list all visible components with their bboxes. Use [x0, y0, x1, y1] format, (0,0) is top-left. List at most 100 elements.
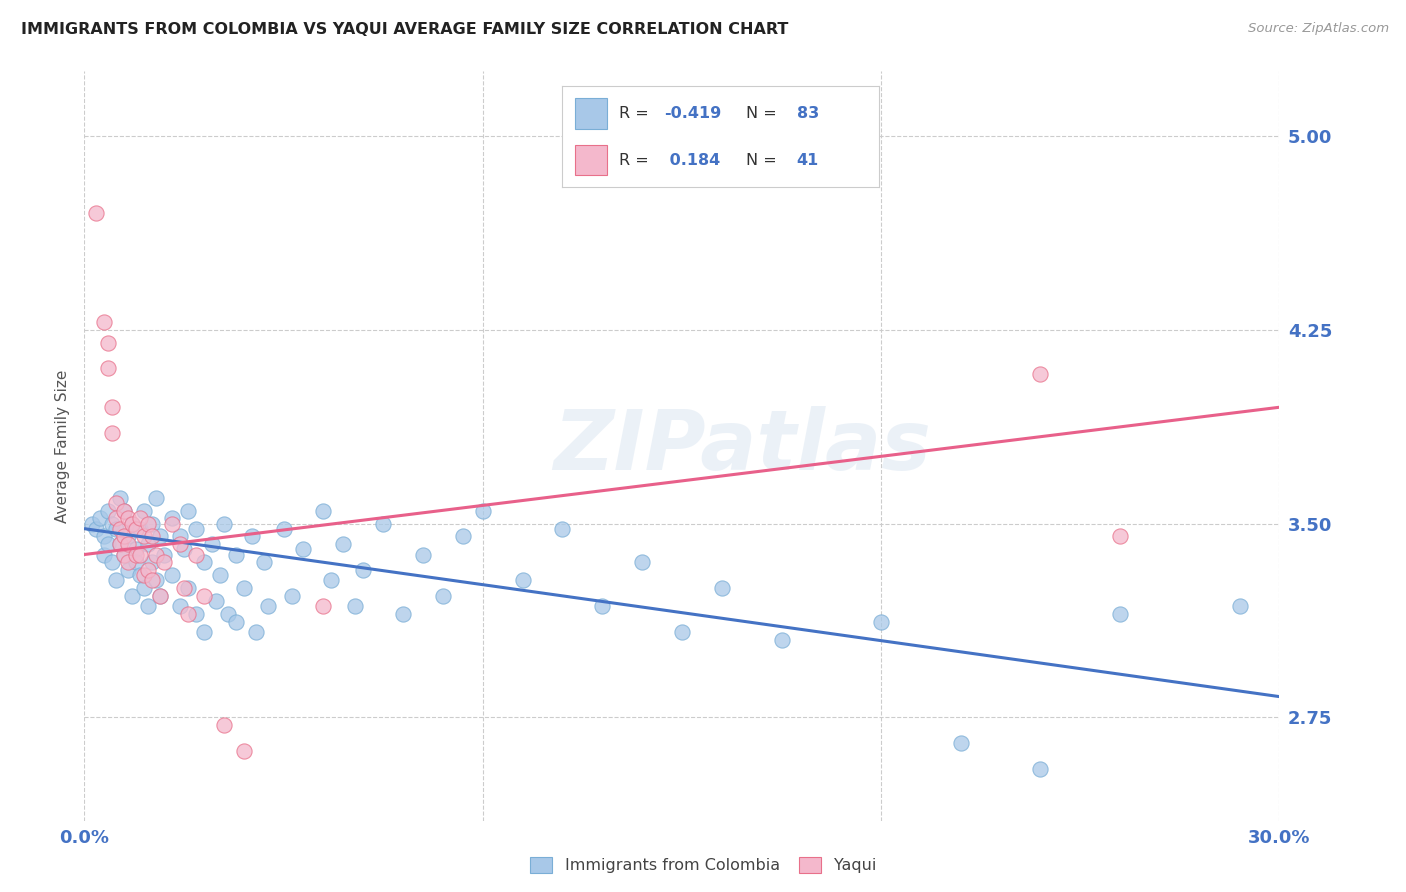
- Point: [136, 537, 159, 551]
- Point: [245, 625, 267, 640]
- Point: [145, 548, 167, 562]
- Point: [217, 607, 239, 621]
- Point: [97, 335, 120, 350]
- Point: [169, 599, 191, 614]
- Point: [160, 568, 183, 582]
- Point: [132, 529, 156, 543]
- Point: [212, 516, 235, 531]
- Point: [132, 568, 156, 582]
- Point: [710, 581, 733, 595]
- Point: [101, 555, 124, 569]
- Point: [93, 529, 115, 543]
- Point: [93, 315, 115, 329]
- Point: [112, 548, 135, 562]
- Point: [129, 548, 152, 562]
- Point: [112, 529, 135, 543]
- Point: [184, 522, 207, 536]
- Point: [149, 589, 172, 603]
- Point: [117, 563, 139, 577]
- Point: [160, 511, 183, 525]
- Point: [97, 503, 120, 517]
- Point: [1109, 607, 1132, 621]
- Point: [86, 206, 108, 220]
- Point: [512, 574, 534, 588]
- Point: [173, 581, 195, 595]
- Point: [352, 563, 374, 577]
- Point: [631, 555, 654, 569]
- Point: [208, 568, 231, 582]
- Point: [392, 607, 415, 621]
- Point: [101, 426, 124, 441]
- Point: [169, 529, 191, 543]
- Point: [770, 632, 793, 647]
- Point: [432, 589, 454, 603]
- Point: [153, 555, 176, 569]
- Point: [129, 522, 152, 536]
- Point: [232, 581, 254, 595]
- Point: [344, 599, 367, 614]
- Point: [149, 589, 172, 603]
- Point: [129, 511, 152, 525]
- Point: [82, 516, 104, 531]
- Point: [112, 503, 135, 517]
- Point: [136, 599, 159, 614]
- Point: [117, 511, 139, 525]
- Point: [225, 615, 247, 629]
- Point: [1109, 529, 1132, 543]
- Point: [471, 503, 494, 517]
- Point: [193, 555, 215, 569]
- Point: [93, 548, 115, 562]
- Point: [89, 511, 111, 525]
- Point: [117, 529, 139, 543]
- Point: [591, 599, 613, 614]
- Point: [312, 599, 335, 614]
- Point: [110, 491, 132, 505]
- Point: [105, 574, 128, 588]
- Point: [117, 555, 139, 569]
- Point: [373, 516, 395, 531]
- Point: [121, 516, 143, 531]
- Point: [1029, 762, 1052, 776]
- Point: [160, 516, 183, 531]
- Point: [136, 563, 159, 577]
- Point: [97, 537, 120, 551]
- Point: [149, 529, 172, 543]
- Point: [97, 361, 120, 376]
- Point: [177, 581, 200, 595]
- Point: [312, 503, 335, 517]
- Point: [125, 548, 148, 562]
- Point: [205, 594, 228, 608]
- Point: [145, 574, 167, 588]
- Point: [121, 516, 143, 531]
- Point: [321, 574, 343, 588]
- Point: [671, 625, 693, 640]
- Point: [121, 589, 143, 603]
- Point: [101, 516, 124, 531]
- Point: [193, 589, 215, 603]
- Point: [551, 522, 574, 536]
- Text: IMMIGRANTS FROM COLOMBIA VS YAQUI AVERAGE FAMILY SIZE CORRELATION CHART: IMMIGRANTS FROM COLOMBIA VS YAQUI AVERAG…: [21, 22, 789, 37]
- Point: [273, 522, 295, 536]
- Point: [101, 401, 124, 415]
- Point: [225, 548, 247, 562]
- Point: [1229, 599, 1251, 614]
- Point: [949, 736, 972, 750]
- Y-axis label: Average Family Size: Average Family Size: [55, 369, 70, 523]
- Point: [451, 529, 474, 543]
- Point: [177, 503, 200, 517]
- Point: [86, 522, 108, 536]
- Point: [870, 615, 893, 629]
- Point: [105, 496, 128, 510]
- Point: [125, 542, 148, 557]
- Point: [184, 548, 207, 562]
- Point: [232, 744, 254, 758]
- Point: [280, 589, 302, 603]
- Point: [141, 555, 163, 569]
- Point: [193, 625, 215, 640]
- Point: [332, 537, 354, 551]
- Point: [110, 522, 132, 536]
- Point: [132, 581, 156, 595]
- Point: [125, 522, 148, 536]
- Point: [112, 503, 135, 517]
- Point: [177, 607, 200, 621]
